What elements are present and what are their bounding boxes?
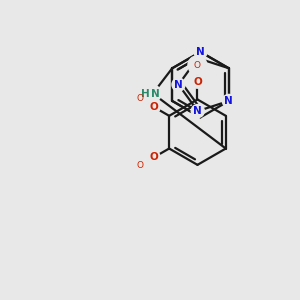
Text: O: O xyxy=(136,94,143,103)
Circle shape xyxy=(130,156,149,175)
Circle shape xyxy=(194,45,207,58)
Text: H: H xyxy=(141,88,150,98)
Circle shape xyxy=(145,85,161,102)
Text: O: O xyxy=(149,152,158,162)
Text: N: N xyxy=(174,80,183,90)
Circle shape xyxy=(188,56,207,75)
Circle shape xyxy=(172,78,185,91)
Text: N: N xyxy=(194,106,202,116)
Text: O: O xyxy=(193,76,202,87)
Text: N: N xyxy=(196,47,205,57)
Circle shape xyxy=(147,151,160,164)
Text: O: O xyxy=(149,102,158,112)
Text: N: N xyxy=(152,88,160,98)
Circle shape xyxy=(191,75,204,88)
Circle shape xyxy=(147,100,160,113)
Circle shape xyxy=(191,104,204,118)
Text: O: O xyxy=(194,61,201,70)
Circle shape xyxy=(222,94,236,107)
Text: N: N xyxy=(224,96,233,106)
Circle shape xyxy=(130,89,149,108)
Text: O: O xyxy=(136,161,143,170)
